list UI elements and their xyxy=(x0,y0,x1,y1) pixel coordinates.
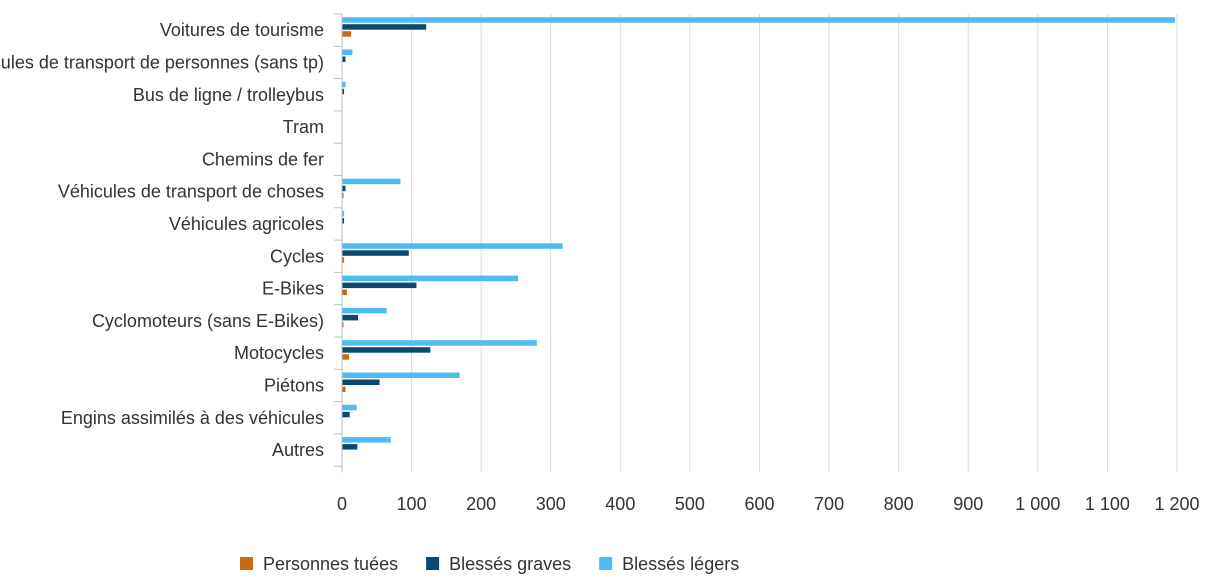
category-label: Véhicules de transport de choses xyxy=(58,182,324,202)
x-tick-label: 1 200 xyxy=(1154,494,1199,514)
x-tick-label: 500 xyxy=(675,494,705,514)
bar xyxy=(342,282,417,289)
bar xyxy=(342,404,357,411)
bar xyxy=(342,88,345,95)
gridlines xyxy=(411,14,1178,473)
x-tick-label: 1 100 xyxy=(1085,494,1130,514)
legend-label: Personnes tuées xyxy=(263,554,398,574)
bar xyxy=(342,17,1175,23)
bar xyxy=(342,386,346,392)
bar xyxy=(342,275,519,282)
category-label: Chemins de fer xyxy=(202,149,324,169)
bar xyxy=(342,411,350,418)
bar xyxy=(342,437,391,443)
category-label: Cyclomoteurs (sans E-Bikes) xyxy=(92,311,324,331)
bar xyxy=(342,289,347,296)
legend-swatch xyxy=(240,557,253,570)
category-label: Piétons xyxy=(264,375,324,395)
category-labels: Voitures de tourisme Véhicules de transpo… xyxy=(0,20,324,460)
category-label: Autres xyxy=(272,440,324,460)
category-label: Bus de ligne / trolleybus xyxy=(133,85,324,105)
x-tick-label: 600 xyxy=(744,494,774,514)
category-label: Véhicules de transport de personnes (san… xyxy=(0,52,324,72)
legend-swatch xyxy=(426,557,440,570)
legend-swatch xyxy=(599,557,613,570)
category-label: Véhicules agricoles xyxy=(169,214,324,234)
category-label: Motocycles xyxy=(234,343,324,363)
x-tick-label: 700 xyxy=(814,494,844,514)
bar xyxy=(342,218,345,224)
bar xyxy=(342,185,346,192)
bar xyxy=(342,321,344,328)
category-label: Voitures de tourisme xyxy=(160,20,324,40)
bar xyxy=(342,340,537,346)
bar xyxy=(342,379,380,385)
x-tick-label: 900 xyxy=(953,494,983,514)
bar xyxy=(342,211,345,217)
legend-label: Blessés graves xyxy=(449,554,571,574)
bar xyxy=(342,347,431,353)
x-tick-labels: 0 100 200 300 400 500 600 700 800 900 1 000 1 100 1 … xyxy=(337,494,1200,514)
x-tick-label: 200 xyxy=(466,494,496,514)
x-tick-label: 1 000 xyxy=(1015,494,1060,514)
bar xyxy=(342,307,387,314)
bar xyxy=(342,314,359,321)
bar xyxy=(342,178,401,185)
category-axis xyxy=(334,13,343,473)
bar xyxy=(342,444,358,450)
x-tick-label: 300 xyxy=(536,494,566,514)
bar xyxy=(342,49,353,55)
bars xyxy=(342,17,1175,450)
bar xyxy=(342,250,409,256)
x-tick-label: 800 xyxy=(884,494,914,514)
bar xyxy=(342,192,344,199)
x-tick-label: 100 xyxy=(397,494,427,514)
category-label: Tram xyxy=(283,117,324,137)
bar xyxy=(342,31,352,37)
category-label: Engins assimilés à des véhicules xyxy=(61,408,324,428)
bar xyxy=(342,257,345,263)
bar xyxy=(342,372,460,378)
bar xyxy=(342,243,563,249)
bar xyxy=(342,81,346,88)
category-label: Cycles xyxy=(270,246,324,266)
bar xyxy=(342,354,349,360)
x-tick-label: 400 xyxy=(605,494,635,514)
x-tick-label: 0 xyxy=(337,494,347,514)
category-label: E-Bikes xyxy=(262,279,324,299)
bar xyxy=(342,24,427,30)
bar xyxy=(342,56,346,62)
legend: Personnes tuées Blessés graves Blessés lég… xyxy=(240,554,739,574)
legend-label: Blessés légers xyxy=(622,554,739,574)
